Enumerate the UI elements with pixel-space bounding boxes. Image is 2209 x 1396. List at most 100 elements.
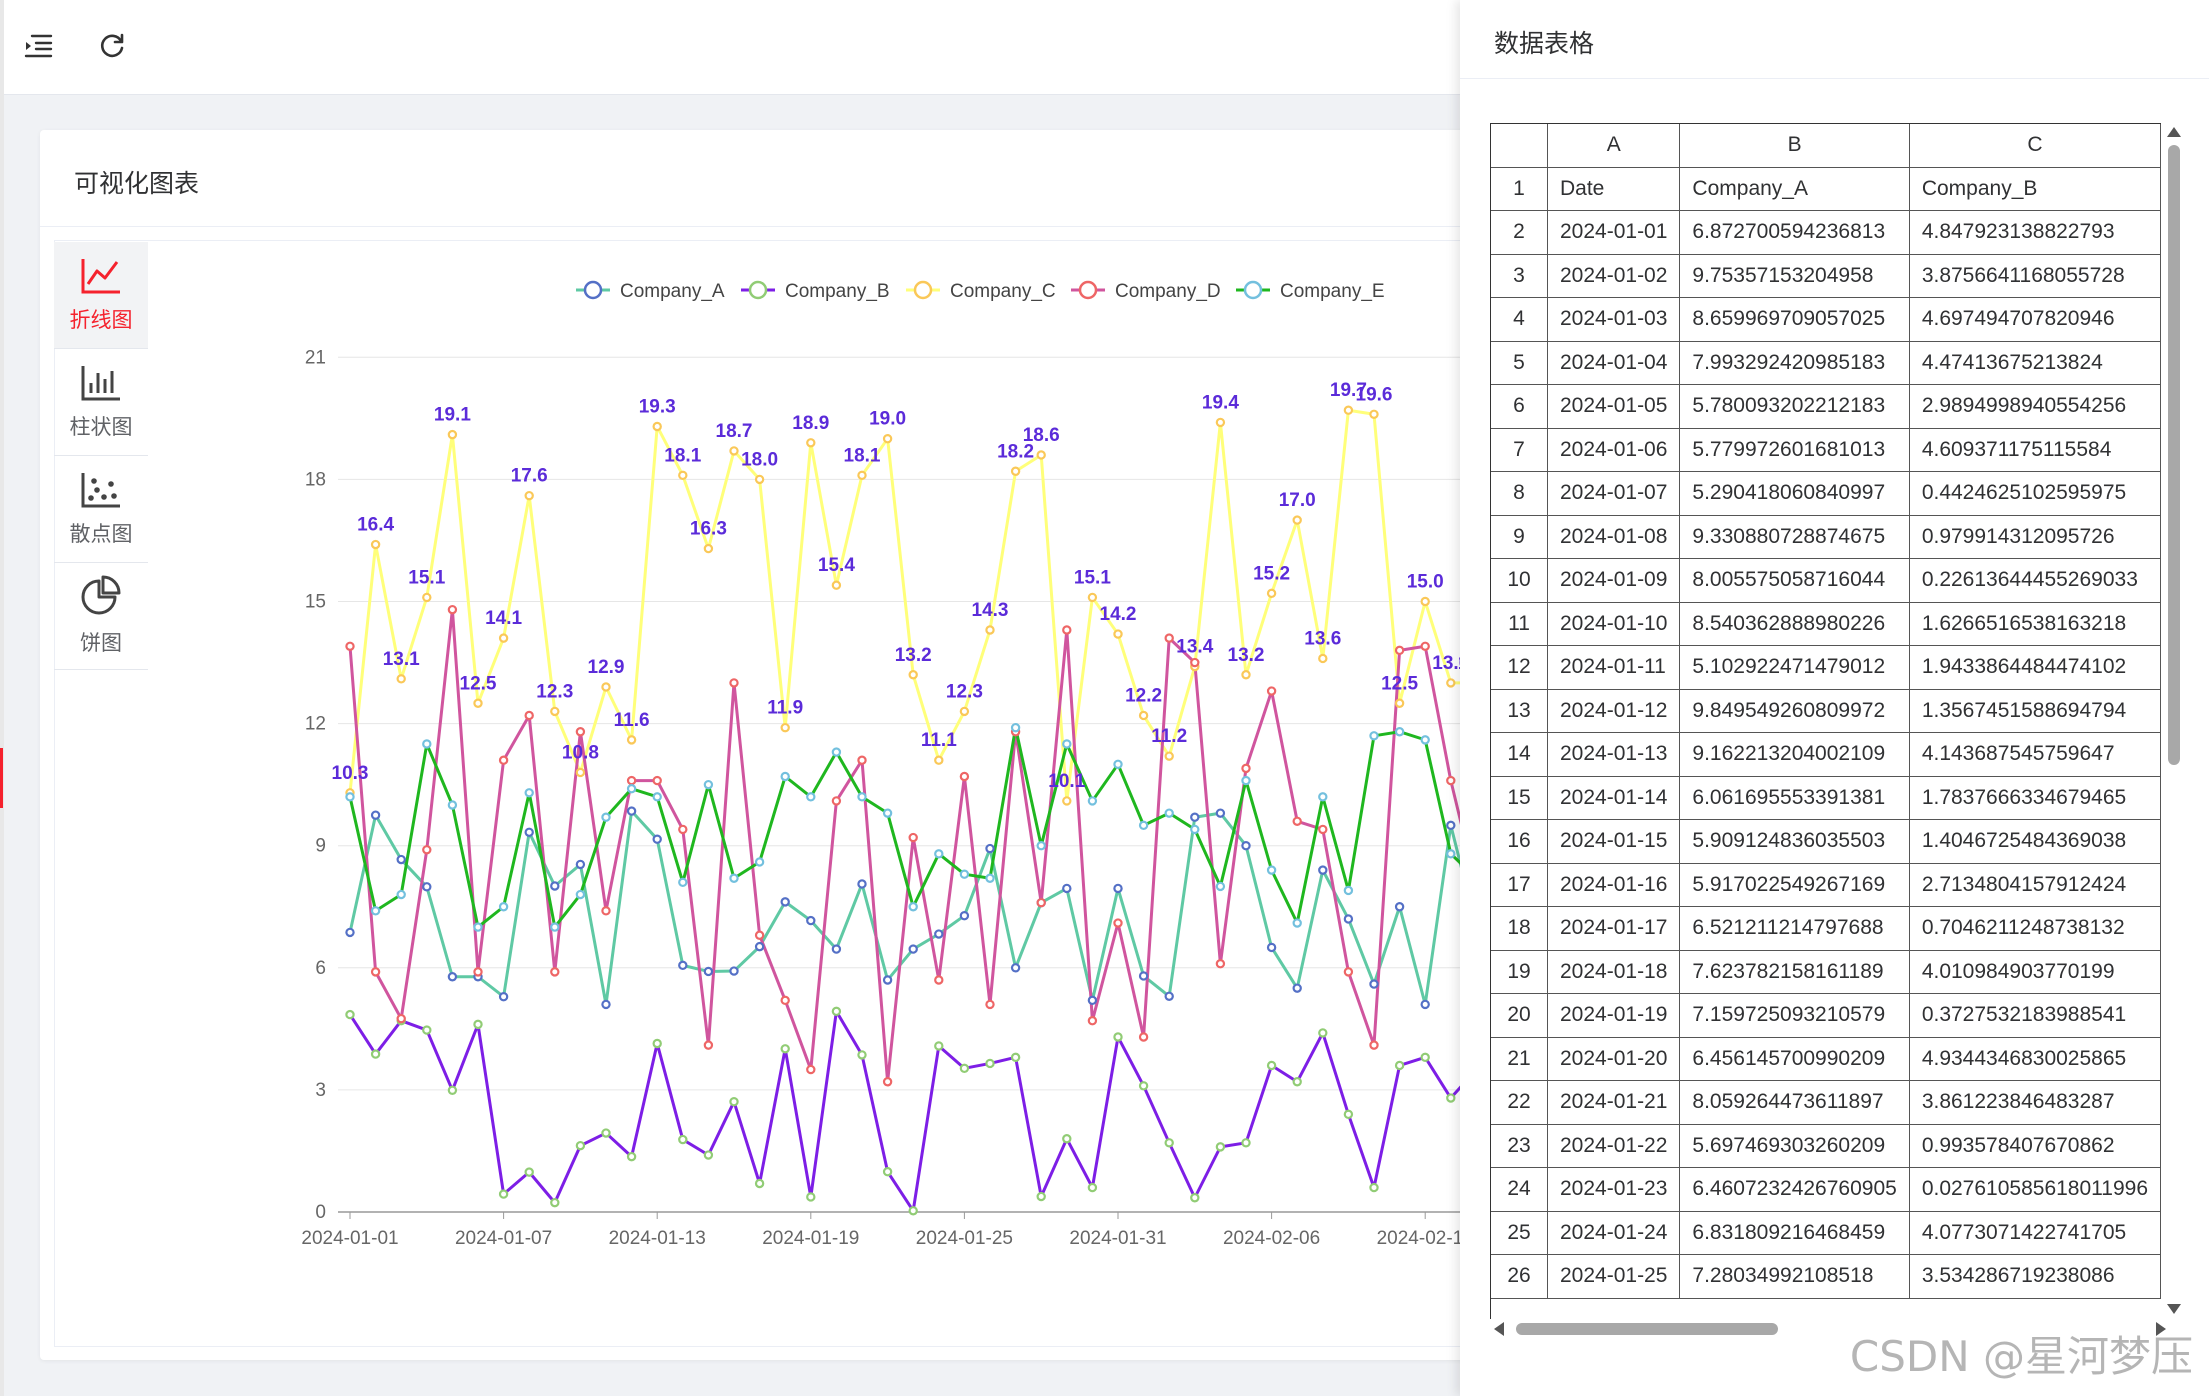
- row-number[interactable]: 4: [1491, 297, 1548, 342]
- row-number[interactable]: 9: [1491, 515, 1548, 559]
- table-cell[interactable]: 4.010984903770199: [1909, 950, 2161, 994]
- table-cell[interactable]: 7.993292420985183: [1679, 341, 1910, 385]
- table-corner[interactable]: [1491, 124, 1548, 168]
- row-number[interactable]: 12: [1491, 645, 1548, 690]
- scroll-right-icon[interactable]: [2156, 1322, 2166, 1336]
- table-cell[interactable]: 2024-01-11: [1547, 645, 1681, 690]
- tab-line-chart[interactable]: 折线图: [54, 242, 148, 349]
- column-header[interactable]: B: [1679, 124, 1910, 168]
- table-cell[interactable]: 8.659969709057025: [1679, 297, 1910, 342]
- row-number[interactable]: 19: [1491, 950, 1548, 994]
- row-number[interactable]: 6: [1491, 384, 1548, 429]
- table-cell[interactable]: 6.521211214797688: [1679, 906, 1910, 951]
- refresh-icon[interactable]: [94, 28, 130, 64]
- row-number[interactable]: 1: [1491, 167, 1548, 211]
- table-cell[interactable]: 2024-01-07: [1547, 471, 1681, 516]
- table-cell[interactable]: 2024-01-23: [1547, 1167, 1681, 1212]
- table-cell[interactable]: Company_B: [1909, 167, 2161, 211]
- table-cell[interactable]: 4.9344346830025865: [1909, 1037, 2161, 1081]
- table-cell[interactable]: 8.059264473611897: [1679, 1080, 1910, 1125]
- row-number[interactable]: 3: [1491, 254, 1548, 298]
- row-number[interactable]: 26: [1491, 1254, 1548, 1299]
- table-cell[interactable]: 6.061695553391381: [1679, 776, 1910, 820]
- table-cell[interactable]: 2024-01-08: [1547, 515, 1681, 559]
- table-cell[interactable]: 1.9433864484474102: [1909, 645, 2161, 690]
- table-cell[interactable]: 9.162213204002109: [1679, 732, 1910, 777]
- table-cell[interactable]: 5.779972601681013: [1679, 428, 1910, 472]
- column-header[interactable]: A: [1547, 124, 1681, 168]
- table-cell[interactable]: 2.7134804157912424: [1909, 863, 2161, 907]
- table-cell[interactable]: 2024-01-14: [1547, 776, 1681, 820]
- table-cell[interactable]: 2024-01-04: [1547, 341, 1681, 385]
- table-cell[interactable]: 2024-01-25: [1547, 1254, 1681, 1299]
- row-number[interactable]: 10: [1491, 558, 1548, 603]
- row-number[interactable]: 20: [1491, 993, 1548, 1038]
- table-cell[interactable]: 5.697469303260209: [1679, 1124, 1910, 1168]
- table-cell[interactable]: 4.697494707820946: [1909, 297, 2161, 342]
- menu-fold-icon[interactable]: [20, 28, 56, 64]
- row-number[interactable]: 23: [1491, 1124, 1548, 1168]
- table-cell[interactable]: 6.456145700990209: [1679, 1037, 1910, 1081]
- table-cell[interactable]: 1.7837666334679465: [1909, 776, 2161, 820]
- table-cell[interactable]: 0.22613644455269033: [1909, 558, 2161, 603]
- table-cell[interactable]: 2024-01-19: [1547, 993, 1681, 1038]
- table-cell[interactable]: 0.027610585618011996: [1909, 1167, 2161, 1212]
- table-cell[interactable]: 3.534286719238086: [1909, 1254, 2161, 1299]
- table-cell[interactable]: 9.849549260809972: [1679, 689, 1910, 733]
- tab-pie-chart[interactable]: 饼图: [54, 563, 148, 670]
- table-cell[interactable]: 6.872700594236813: [1679, 210, 1910, 255]
- table-cell[interactable]: 1.3567451588694794: [1909, 689, 2161, 733]
- table-cell[interactable]: 4.609371175115584: [1909, 428, 2161, 472]
- column-header[interactable]: C: [1909, 124, 2161, 168]
- table-cell[interactable]: 1.4046725484369038: [1909, 819, 2161, 864]
- table-cell[interactable]: 0.3727532183988541: [1909, 993, 2161, 1038]
- row-number[interactable]: 24: [1491, 1167, 1548, 1212]
- scroll-up-icon[interactable]: [2167, 127, 2181, 137]
- table-cell[interactable]: 4.0773071422741705: [1909, 1211, 2161, 1255]
- table-cell[interactable]: 8.005575058716044: [1679, 558, 1910, 603]
- table-cell[interactable]: 2024-01-24: [1547, 1211, 1681, 1255]
- table-cell[interactable]: 4.143687545759647: [1909, 732, 2161, 777]
- row-number[interactable]: 16: [1491, 819, 1548, 864]
- table-cell[interactable]: 1.6266516538163218: [1909, 602, 2161, 646]
- table-cell[interactable]: 2024-01-22: [1547, 1124, 1681, 1168]
- table-cell[interactable]: 2024-01-13: [1547, 732, 1681, 777]
- table-cell[interactable]: 4.847923138822793: [1909, 210, 2161, 255]
- row-number[interactable]: 8: [1491, 471, 1548, 516]
- table-cell[interactable]: 2024-01-10: [1547, 602, 1681, 646]
- table-cell[interactable]: 5.290418060840997: [1679, 471, 1910, 516]
- row-number[interactable]: 22: [1491, 1080, 1548, 1125]
- table-cell[interactable]: 0.993578407670862: [1909, 1124, 2161, 1168]
- table-cell[interactable]: 2024-01-02: [1547, 254, 1681, 298]
- table-cell[interactable]: Company_A: [1679, 167, 1910, 211]
- table-cell[interactable]: 8.540362888980226: [1679, 602, 1910, 646]
- table-cell[interactable]: 0.979914312095726: [1909, 515, 2161, 559]
- row-number[interactable]: 18: [1491, 906, 1548, 951]
- row-number[interactable]: 2: [1491, 210, 1548, 255]
- table-cell[interactable]: 2024-01-06: [1547, 428, 1681, 472]
- horizontal-scroll-thumb[interactable]: [1516, 1323, 1778, 1335]
- table-cell[interactable]: 2024-01-20: [1547, 1037, 1681, 1081]
- table-cell[interactable]: Date: [1547, 167, 1681, 211]
- table-cell[interactable]: 2024-01-09: [1547, 558, 1681, 603]
- scroll-down-icon[interactable]: [2167, 1304, 2181, 1314]
- table-cell[interactable]: 5.909124836035503: [1679, 819, 1910, 864]
- row-number[interactable]: 14: [1491, 732, 1548, 777]
- row-number[interactable]: 7: [1491, 428, 1548, 472]
- table-cell[interactable]: 0.7046211248738132: [1909, 906, 2161, 951]
- table-cell[interactable]: 2.9894998940554256: [1909, 384, 2161, 429]
- table-cell[interactable]: 9.75357153204958: [1679, 254, 1910, 298]
- scroll-left-icon[interactable]: [1494, 1322, 1504, 1336]
- table-cell[interactable]: 0.4424625102595975: [1909, 471, 2161, 516]
- row-number[interactable]: 11: [1491, 602, 1548, 646]
- spreadsheet[interactable]: A B C 1 Date Company_A Company_B 2 2024-01-01 6.8…: [1490, 123, 2161, 1319]
- table-cell[interactable]: 2024-01-21: [1547, 1080, 1681, 1125]
- table-cell[interactable]: 7.28034992108518: [1679, 1254, 1910, 1299]
- table-cell[interactable]: 3.8756641168055728: [1909, 254, 2161, 298]
- table-cell[interactable]: 2024-01-01: [1547, 210, 1681, 255]
- table-cell[interactable]: 5.102922471479012: [1679, 645, 1910, 690]
- table-cell[interactable]: 4.47413675213824: [1909, 341, 2161, 385]
- table-cell[interactable]: 2024-01-18: [1547, 950, 1681, 994]
- table-cell[interactable]: 6.831809216468459: [1679, 1211, 1910, 1255]
- table-cell[interactable]: 2024-01-16: [1547, 863, 1681, 907]
